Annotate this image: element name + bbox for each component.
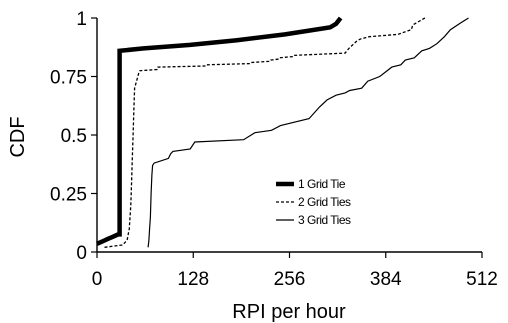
legend-label-3: 3 Grid Ties <box>298 213 351 227</box>
legend-label-2: 2 Grid Ties <box>298 195 351 209</box>
series-layer <box>96 16 469 248</box>
y-tick-label: 0.5 <box>61 126 87 147</box>
x-tick-label: 128 <box>177 269 209 290</box>
y-tick-label: 0 <box>76 243 87 264</box>
axes: 0 128 256 384 512 0 0.25 0.5 0.75 1 <box>50 9 498 290</box>
x-axis-label: RPI per hour <box>232 301 346 323</box>
y-tick-label: 0.75 <box>50 68 87 89</box>
x-tick-label: 384 <box>370 269 402 290</box>
series-line-2 <box>104 17 426 248</box>
legend: 1 Grid Tie 2 Grid Ties 3 Grid Ties <box>276 177 352 227</box>
x-tick-label: 256 <box>274 269 306 290</box>
series-line-3 <box>147 17 469 248</box>
y-tick-label: 0.25 <box>50 185 87 206</box>
series-line-1 <box>96 16 343 246</box>
x-tick-label: 512 <box>466 269 498 290</box>
x-tick-label: 0 <box>92 269 103 290</box>
y-tick-label: 1 <box>76 9 87 30</box>
legend-label-1: 1 Grid Tie <box>298 177 346 191</box>
y-axis-label: CDF <box>7 116 29 157</box>
